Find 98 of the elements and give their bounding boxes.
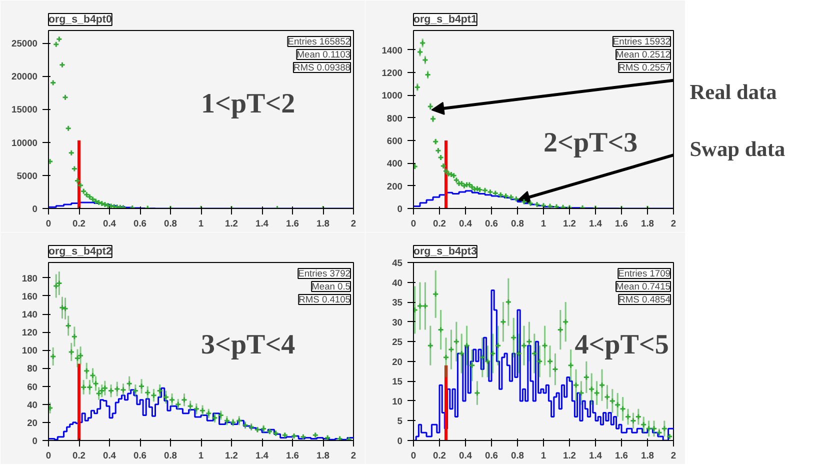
y-tick-label: 1000 — [382, 90, 403, 101]
annotation: Mean 0.7415 — [616, 282, 671, 292]
x-tick-label: 0.4 — [103, 450, 117, 460]
x-tick-label: 1.4 — [256, 218, 270, 228]
y-tick-label: 0 — [397, 436, 403, 446]
annotation: Entries 3792 — [298, 268, 351, 278]
x-tick-label: 0 — [46, 450, 52, 460]
x-tick-label: 1.8 — [316, 450, 330, 460]
y-tick-label: 25 — [392, 337, 403, 348]
x-tick-label: 0.2 — [433, 218, 446, 228]
x-tick-label: 0 — [410, 450, 416, 460]
annotation: Mean 0.5 — [312, 282, 351, 292]
y-tick-label: 30 — [392, 317, 403, 328]
x-tick-label: 1.4 — [589, 218, 603, 228]
y-tick-label: 0 — [32, 204, 38, 214]
y-tick-label: 20 — [392, 356, 403, 367]
x-tick-label: 0 — [410, 218, 416, 228]
y-tick-label: 180 — [22, 273, 38, 284]
y-tick-label: 1400 — [382, 45, 403, 56]
y-tick-label: 5 — [397, 416, 403, 426]
x-tick-label: 1.4 — [589, 450, 603, 460]
y-tick-label: 10 — [392, 396, 403, 406]
annotation: Entries 1709 — [618, 268, 671, 278]
chart-title: org_s_b4pt0 — [48, 14, 112, 26]
x-tick-label: 0.8 — [164, 450, 177, 460]
y-tick-label: 35 — [392, 298, 403, 308]
x-tick-label: 0 — [46, 218, 52, 228]
x-tick-label: 1.2 — [563, 218, 576, 228]
y-tick-label: 40 — [27, 400, 38, 410]
annotation: RMS 0.2557 — [618, 62, 671, 72]
x-tick-label: 1.6 — [286, 218, 299, 228]
y-tick-label: 0 — [397, 204, 403, 214]
x-tick-label: 1 — [198, 218, 204, 228]
y-tick-label: 40 — [392, 278, 403, 288]
x-tick-label: 0.8 — [511, 218, 524, 228]
x-tick-label: 0.2 — [72, 218, 86, 228]
x-tick-label: 2 — [350, 450, 356, 460]
y-tick-label: 80 — [27, 364, 38, 374]
y-tick-label: 160 — [22, 291, 38, 302]
y-tick-label: 60 — [27, 382, 38, 392]
x-tick-label: 1 — [540, 450, 546, 460]
x-tick-label: 0.6 — [134, 450, 146, 460]
x-tick-label: 0.8 — [164, 218, 177, 228]
annotation: 1<pT<2 — [201, 88, 296, 120]
annotation: 3<pT<4 — [201, 329, 296, 360]
x-tick-label: 0.6 — [485, 218, 498, 228]
x-tick-label: 0.2 — [433, 450, 446, 460]
x-tick-label: 2 — [350, 218, 356, 228]
y-tick-label: 140 — [22, 310, 38, 320]
y-tick-label: 20000 — [12, 72, 38, 82]
y-tick-label: 45 — [392, 258, 403, 268]
y-tick-label: 0 — [32, 436, 38, 446]
x-tick-label: 1.8 — [641, 450, 654, 460]
y-tick-label: 10000 — [12, 138, 38, 148]
x-tick-label: 1.4 — [256, 450, 270, 460]
x-tick-label: 1 — [198, 450, 204, 460]
y-tick-label: 1200 — [382, 68, 403, 78]
x-tick-label: 1.8 — [641, 218, 654, 228]
y-tick-label: 25000 — [12, 38, 38, 49]
y-tick-label: 400 — [386, 158, 403, 169]
y-tick-label: 15 — [392, 376, 403, 387]
y-tick-label: 100 — [22, 346, 38, 356]
annotation: Real data — [690, 80, 778, 104]
chart-title: org_s_b4pt2 — [48, 246, 112, 258]
x-tick-label: 0.8 — [511, 450, 524, 460]
x-tick-label: 0.4 — [103, 218, 117, 228]
y-tick-label: 120 — [22, 328, 38, 338]
y-tick-label: 5000 — [16, 170, 38, 181]
annotation: 2<pT<3 — [544, 128, 638, 159]
x-tick-label: 0.4 — [459, 218, 473, 228]
y-tick-label: 800 — [386, 113, 403, 124]
annotation: Entries 15932 — [612, 36, 671, 46]
y-tick-label: 20 — [27, 418, 38, 428]
x-tick-label: 0.6 — [134, 218, 146, 228]
x-tick-label: 1.6 — [615, 450, 628, 460]
annotation: 4<pT<5 — [574, 329, 669, 360]
annotation: RMS 0.4105 — [298, 294, 351, 304]
x-tick-label: 1.2 — [225, 218, 238, 228]
x-tick-label: 0.6 — [485, 450, 498, 460]
x-tick-label: 2 — [670, 450, 676, 460]
x-tick-label: 1.6 — [615, 218, 628, 228]
x-tick-label: 0.2 — [72, 450, 86, 460]
annotation: Mean 0.1103 — [296, 50, 350, 60]
annotation: Mean 0.2512 — [616, 50, 671, 60]
x-tick-label: 1.6 — [286, 450, 299, 460]
x-tick-label: 2 — [670, 218, 676, 228]
y-tick-label: 600 — [386, 136, 403, 146]
x-tick-label: 1.2 — [225, 450, 238, 460]
y-tick-label: 15000 — [12, 104, 38, 115]
x-tick-label: 1.8 — [316, 218, 330, 228]
x-tick-label: 1 — [540, 218, 546, 228]
annotation: Swap data — [690, 137, 786, 162]
annotation: Entries 165852 — [288, 36, 351, 46]
annotation: RMS 0.09388 — [293, 62, 351, 72]
y-tick-label: 200 — [386, 181, 403, 192]
x-tick-label: 0.4 — [459, 450, 473, 460]
x-tick-label: 1.2 — [563, 450, 576, 460]
chart-title: org_s_b4pt3 — [414, 246, 477, 258]
